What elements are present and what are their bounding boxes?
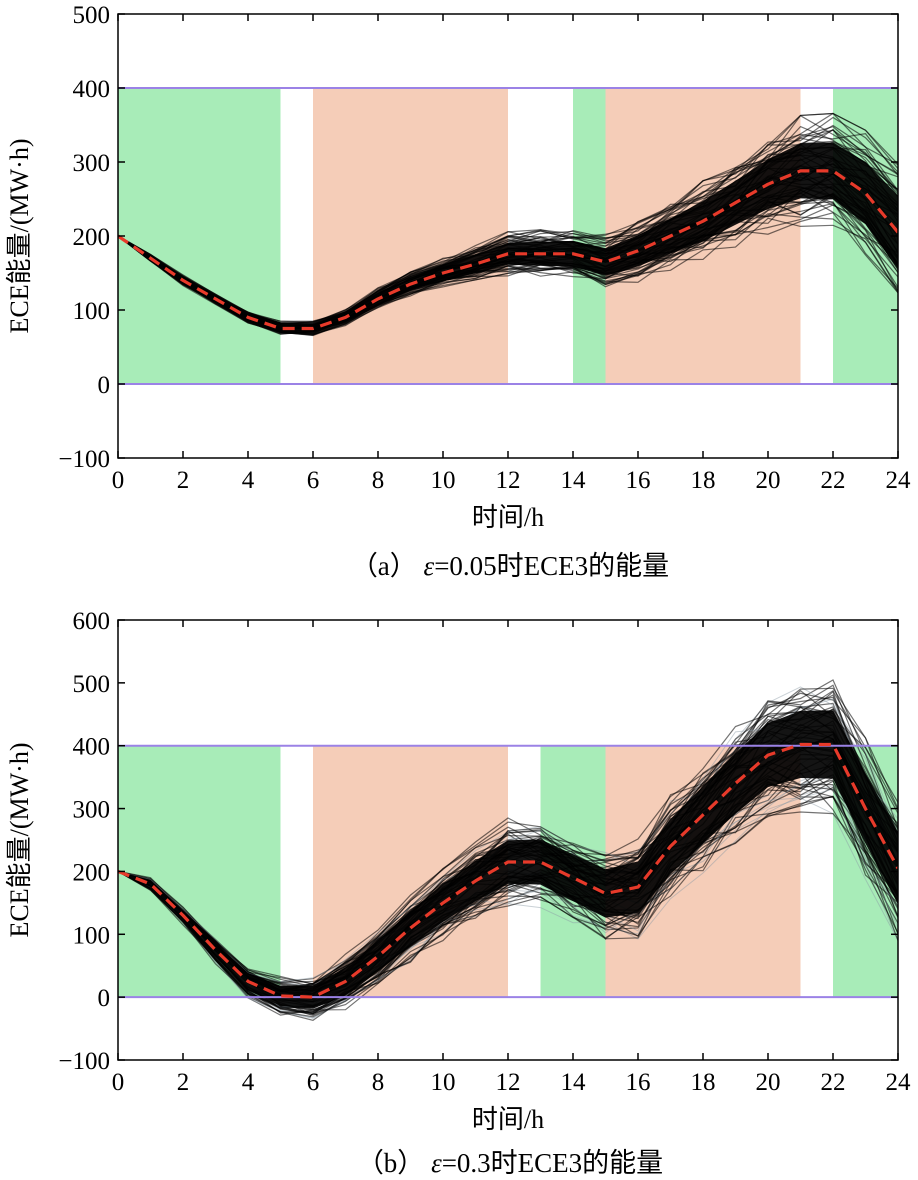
caption-epsilon: ε	[431, 1148, 442, 1178]
x-tick-label-0: 0	[112, 1069, 125, 1096]
y-tick-label-3: 200	[73, 859, 111, 886]
caption-rest: =0.3时ECE3的能量	[442, 1148, 663, 1178]
y-tick-label-3: 200	[73, 224, 111, 251]
chart-panel-b: 0 2 4 6 8 10 12 14 16 18 20 22 24 −100 0 100 200 300 400 50…	[0, 590, 918, 1180]
y-tick-label-5: 400	[73, 76, 111, 103]
x-tick-label-5: 10	[431, 1069, 456, 1096]
region-green-0	[118, 745, 281, 998]
y-tick-label-5: 400	[73, 734, 111, 761]
x-tick-label-11: 22	[821, 467, 846, 494]
x-tick-label-6: 12	[496, 467, 521, 494]
x-axis-title: 时间/h	[472, 503, 544, 532]
y-tick-label-6: 500	[73, 2, 111, 29]
ensemble-line-59	[118, 189, 898, 335]
x-tick-label-9: 18	[691, 1069, 716, 1096]
x-tick-label-6: 12	[496, 1069, 521, 1096]
y-axis-title: ECE能量/(MW·h)	[5, 139, 34, 334]
ensemble-group	[118, 679, 898, 1021]
y-axis-title: ECE能量/(MW·h)	[5, 743, 34, 938]
y-tick-label-2: 100	[73, 298, 111, 325]
x-tick-label-3: 6	[307, 1069, 320, 1096]
x-tick-label-2: 4	[242, 1069, 255, 1096]
x-tick-label-1: 2	[177, 1069, 190, 1096]
x-tick-label-2: 4	[242, 467, 255, 494]
x-tick-label-10: 20	[756, 1069, 781, 1096]
chart-a-svg: 0 2 4 6 8 10 12 14 16 18 20 22 24−100010020030040050…	[5, 2, 912, 581]
chart-b-svg: 0 2 4 6 8 10 12 14 16 18 20 22 24−100010020030040050…	[5, 608, 912, 1178]
chart-caption: （a） ε=0.05时ECE3的能量	[351, 551, 669, 581]
x-tick-label-12: 24	[886, 467, 912, 494]
y-tick-label-7: 600	[73, 608, 111, 635]
y-tick-label-1: 0	[98, 372, 111, 399]
x-tick-label-1: 2	[177, 467, 190, 494]
y-tick-label-6: 500	[73, 671, 111, 698]
ensemble-core-band	[118, 142, 898, 333]
x-tick-label-3: 6	[307, 467, 320, 494]
x-tick-label-4: 8	[372, 1069, 385, 1096]
mean-series-line	[118, 169, 898, 331]
y-tick-label-1: 0	[98, 985, 111, 1012]
x-tick-label-4: 8	[372, 467, 385, 494]
y-tick-label-0: −100	[58, 1048, 110, 1075]
mean-series-line	[118, 742, 898, 999]
x-axis-title: 时间/h	[472, 1105, 544, 1134]
caption-prefix: （b）	[357, 1148, 431, 1178]
chart-panel-a: 0 2 4 6 8 10 12 14 16 18 20 22 24 −100 0 100 200 300 400 50…	[5, 2, 912, 581]
region-salmon-1	[313, 88, 508, 384]
x-tick-label-11: 22	[821, 1069, 846, 1096]
ensemble-line-64	[118, 753, 898, 1007]
ensemble-core-band	[118, 710, 898, 1009]
x-tick-label-8: 16	[626, 467, 651, 494]
ensemble-line-40	[118, 775, 898, 1019]
x-tick-label-7: 14	[561, 467, 587, 494]
y-tick-label-0: −100	[58, 446, 110, 473]
caption-rest: =0.05时ECE3的能量	[434, 551, 669, 581]
region-green-0	[118, 88, 281, 384]
y-tick-label-4: 300	[73, 797, 111, 824]
x-tick-label-0: 0	[112, 467, 125, 494]
y-tick-label-2: 100	[73, 922, 111, 949]
ensemble-line-56	[118, 129, 898, 322]
x-tick-label-9: 18	[691, 467, 716, 494]
ensemble-line-69	[118, 689, 898, 990]
x-tick-label-5: 10	[431, 467, 456, 494]
y-tick-label-4: 300	[73, 150, 111, 177]
caption-prefix: （a）	[351, 551, 424, 581]
x-tick-label-7: 14	[561, 1069, 587, 1096]
chart-caption: （b） ε=0.3时ECE3的能量	[357, 1148, 663, 1178]
x-tick-label-8: 16	[626, 1069, 651, 1096]
x-tick-label-10: 20	[756, 467, 781, 494]
caption-epsilon: ε	[424, 551, 435, 581]
x-tick-label-12: 24	[886, 1069, 912, 1096]
